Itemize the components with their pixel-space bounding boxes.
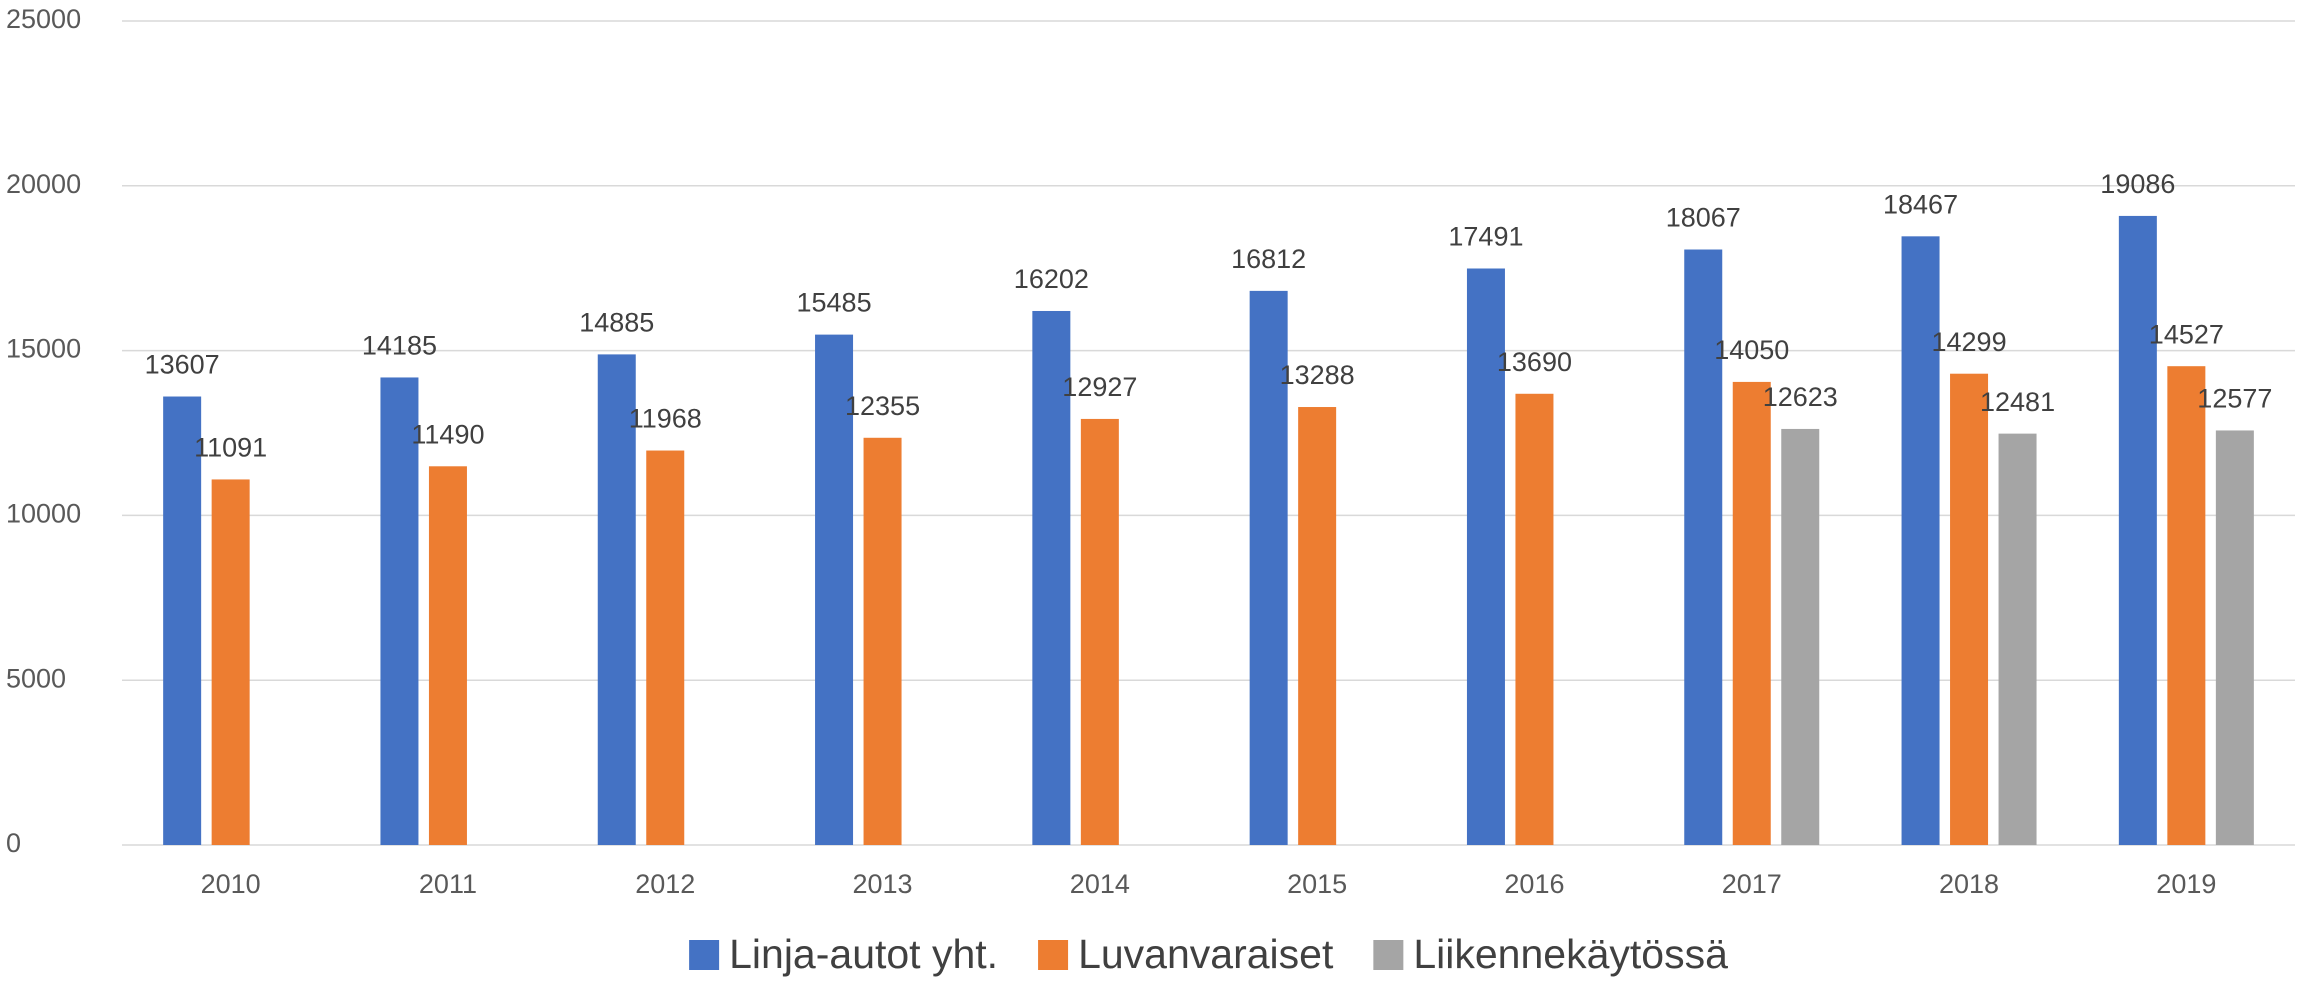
bar xyxy=(1298,407,1337,845)
bar xyxy=(2167,366,2206,845)
legend-label: Luvanvaraiset xyxy=(1078,931,1334,977)
x-tick-label: 2011 xyxy=(419,869,477,899)
data-label: 14185 xyxy=(362,331,437,361)
y-tick-label: 20000 xyxy=(6,169,81,199)
data-label: 18467 xyxy=(1883,189,1958,219)
bar xyxy=(1998,433,2037,845)
data-label: 13690 xyxy=(1497,347,1572,377)
data-label: 12355 xyxy=(845,391,920,421)
data-label: 18067 xyxy=(1666,203,1741,233)
data-label: 11091 xyxy=(194,433,267,463)
data-label: 11968 xyxy=(629,404,702,434)
data-label: 14527 xyxy=(2149,319,2224,349)
x-tick-label: 2018 xyxy=(1939,869,1999,899)
bar xyxy=(380,377,419,845)
bar xyxy=(1732,381,1771,845)
x-tick-label: 2010 xyxy=(201,869,261,899)
x-tick-label: 2012 xyxy=(635,869,695,899)
data-label: 14299 xyxy=(1932,327,2007,357)
bar xyxy=(597,354,636,845)
bar xyxy=(163,396,202,845)
data-label: 16812 xyxy=(1231,244,1306,274)
bar xyxy=(1781,428,1820,845)
legend-label: Liikennekäytössä xyxy=(1413,931,1728,977)
bar xyxy=(2118,215,2157,846)
bar xyxy=(1684,249,1723,846)
data-label: 12927 xyxy=(1062,372,1137,402)
data-label: 12623 xyxy=(1763,382,1838,412)
bar xyxy=(1515,393,1554,845)
data-label: 15485 xyxy=(797,288,872,318)
x-tick-label: 2015 xyxy=(1287,869,1347,899)
x-tick-label: 2014 xyxy=(1070,869,1130,899)
bar xyxy=(1032,310,1071,846)
data-label: 17491 xyxy=(1448,222,1523,252)
y-tick-label: 15000 xyxy=(6,334,81,364)
data-label: 16202 xyxy=(1014,264,1089,294)
x-tick-label: 2017 xyxy=(1722,869,1782,899)
data-label: 14885 xyxy=(579,308,654,338)
bar xyxy=(1249,290,1288,845)
data-label: 11490 xyxy=(411,419,484,449)
legend-swatch xyxy=(1038,940,1069,970)
bar xyxy=(646,450,685,845)
y-tick-label: 10000 xyxy=(6,499,81,529)
bar xyxy=(815,334,854,845)
y-tick-label: 0 xyxy=(6,828,21,858)
x-tick-label: 2013 xyxy=(853,869,913,899)
data-label: 13288 xyxy=(1280,360,1355,390)
bar xyxy=(1080,418,1119,845)
y-tick-label: 5000 xyxy=(6,663,66,693)
data-label: 14050 xyxy=(1714,335,1789,365)
data-label: 12577 xyxy=(2197,384,2272,414)
x-tick-label: 2019 xyxy=(2156,869,2216,899)
legend-label: Linja-autot yht. xyxy=(729,931,998,977)
x-tick-label: 2016 xyxy=(1504,869,1564,899)
data-label: 19086 xyxy=(2100,169,2175,199)
legend-swatch xyxy=(689,940,720,970)
bar xyxy=(2215,430,2254,845)
bar xyxy=(1950,373,1989,845)
data-label: 12481 xyxy=(1980,387,2055,417)
bar xyxy=(1901,236,1940,845)
bar xyxy=(1466,268,1505,845)
legend-swatch xyxy=(1373,940,1404,970)
data-label: 13607 xyxy=(145,350,220,380)
y-tick-label: 25000 xyxy=(6,4,81,34)
bar xyxy=(863,437,902,845)
bar xyxy=(428,466,467,845)
bar xyxy=(211,479,250,845)
